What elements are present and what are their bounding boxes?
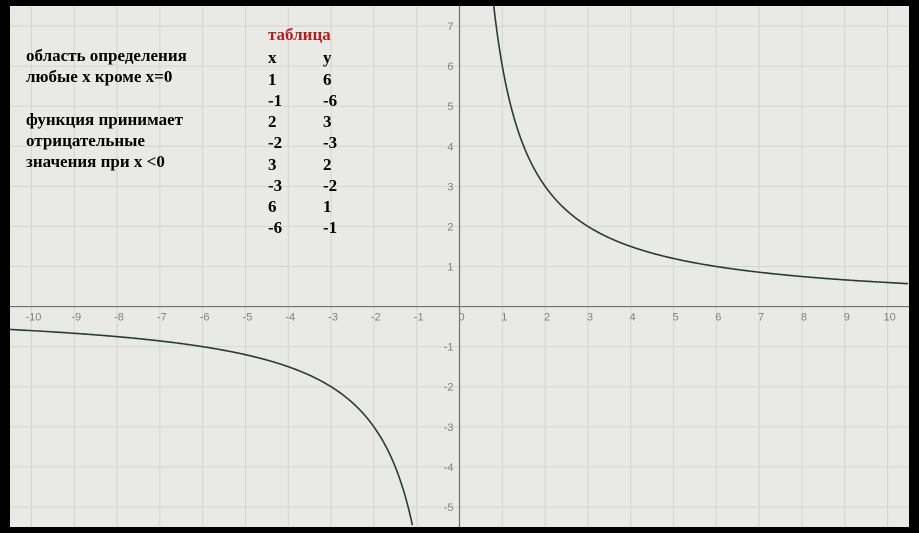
svg-text:-4: -4 xyxy=(444,462,454,474)
svg-text:-3: -3 xyxy=(444,422,454,434)
table-cell-y: -2 xyxy=(323,175,337,196)
annotation-text-block: область определениялюбые x кроме x=0 фун… xyxy=(26,45,187,173)
table-cell-y: -3 xyxy=(323,132,337,153)
table-row: 32 xyxy=(268,154,337,175)
svg-text:-4: -4 xyxy=(285,312,295,324)
table-cell-x: -2 xyxy=(268,132,323,153)
svg-text:1: 1 xyxy=(501,312,507,324)
table-cell-x: 1 xyxy=(268,69,323,90)
table-row: 23 xyxy=(268,111,337,132)
table-row: -2-3 xyxy=(268,132,337,153)
table-cell-y: 3 xyxy=(323,111,332,132)
table-cell-x: 6 xyxy=(268,196,323,217)
svg-text:4: 4 xyxy=(630,312,636,324)
annotation-text-line xyxy=(26,88,187,109)
svg-text:-2: -2 xyxy=(444,382,454,394)
table-cell-x: 2 xyxy=(268,111,323,132)
annotation-text-line: значения при x <0 xyxy=(26,151,187,172)
svg-text:5: 5 xyxy=(672,312,678,324)
table-row: 61 xyxy=(268,196,337,217)
table-cell-y: 6 xyxy=(323,69,332,90)
svg-text:3: 3 xyxy=(587,312,593,324)
svg-text:-10: -10 xyxy=(25,312,41,324)
svg-text:-9: -9 xyxy=(71,312,81,324)
table-row: -1-6 xyxy=(268,90,337,111)
annotation-text-line: любые x кроме x=0 xyxy=(26,66,187,87)
svg-text:-7: -7 xyxy=(157,312,167,324)
svg-text:-3: -3 xyxy=(328,312,338,324)
svg-text:-5: -5 xyxy=(444,502,454,514)
table-cell-y: 2 xyxy=(323,154,332,175)
svg-text:8: 8 xyxy=(801,312,807,324)
table-cell-y: -6 xyxy=(323,90,337,111)
svg-text:2: 2 xyxy=(447,221,453,233)
chart-frame: -10-9-8-7-6-5-4-3-2-1012345678910-5-4-3-… xyxy=(0,0,919,533)
annotation-text-line: отрицательные xyxy=(26,130,187,151)
hyperbola-branch-positive xyxy=(493,6,908,284)
svg-text:10: 10 xyxy=(883,312,895,324)
table-body: xy16-1-623-2-332-3-261-6-1 xyxy=(268,47,337,238)
svg-text:5: 5 xyxy=(447,101,453,113)
hyperbola-branch-negative xyxy=(10,329,412,525)
svg-text:-8: -8 xyxy=(114,312,124,324)
svg-text:3: 3 xyxy=(447,181,453,193)
svg-text:7: 7 xyxy=(758,312,764,324)
table-cell-x: -6 xyxy=(268,217,323,238)
table-title: таблица xyxy=(268,24,337,45)
svg-text:-1: -1 xyxy=(414,312,424,324)
table-row: -6-1 xyxy=(268,217,337,238)
annotation-text-line: функция принимает xyxy=(26,109,187,130)
annotation-value-table: таблица xy16-1-623-2-332-3-261-6-1 xyxy=(268,24,337,239)
annotation-text-line: область определения xyxy=(26,45,187,66)
svg-text:7: 7 xyxy=(447,21,453,33)
svg-text:4: 4 xyxy=(447,141,453,153)
table-row: 16 xyxy=(268,69,337,90)
table-cell-x: -1 xyxy=(268,90,323,111)
table-row: -3-2 xyxy=(268,175,337,196)
svg-text:9: 9 xyxy=(844,312,850,324)
svg-text:6: 6 xyxy=(447,61,453,73)
table-cell-y: -1 xyxy=(323,217,337,238)
svg-text:1: 1 xyxy=(447,262,453,274)
table-header-row: xy xyxy=(268,47,337,68)
table-cell-y: 1 xyxy=(323,196,332,217)
table-cell-x: 3 xyxy=(268,154,323,175)
svg-text:2: 2 xyxy=(544,312,550,324)
svg-text:-5: -5 xyxy=(243,312,253,324)
svg-text:-6: -6 xyxy=(200,312,210,324)
svg-text:-1: -1 xyxy=(444,342,454,354)
table-cell-x: x xyxy=(268,47,323,68)
svg-text:6: 6 xyxy=(715,312,721,324)
table-cell-x: -3 xyxy=(268,175,323,196)
table-cell-y: y xyxy=(323,47,332,68)
svg-text:0: 0 xyxy=(458,312,464,324)
svg-text:-2: -2 xyxy=(371,312,381,324)
